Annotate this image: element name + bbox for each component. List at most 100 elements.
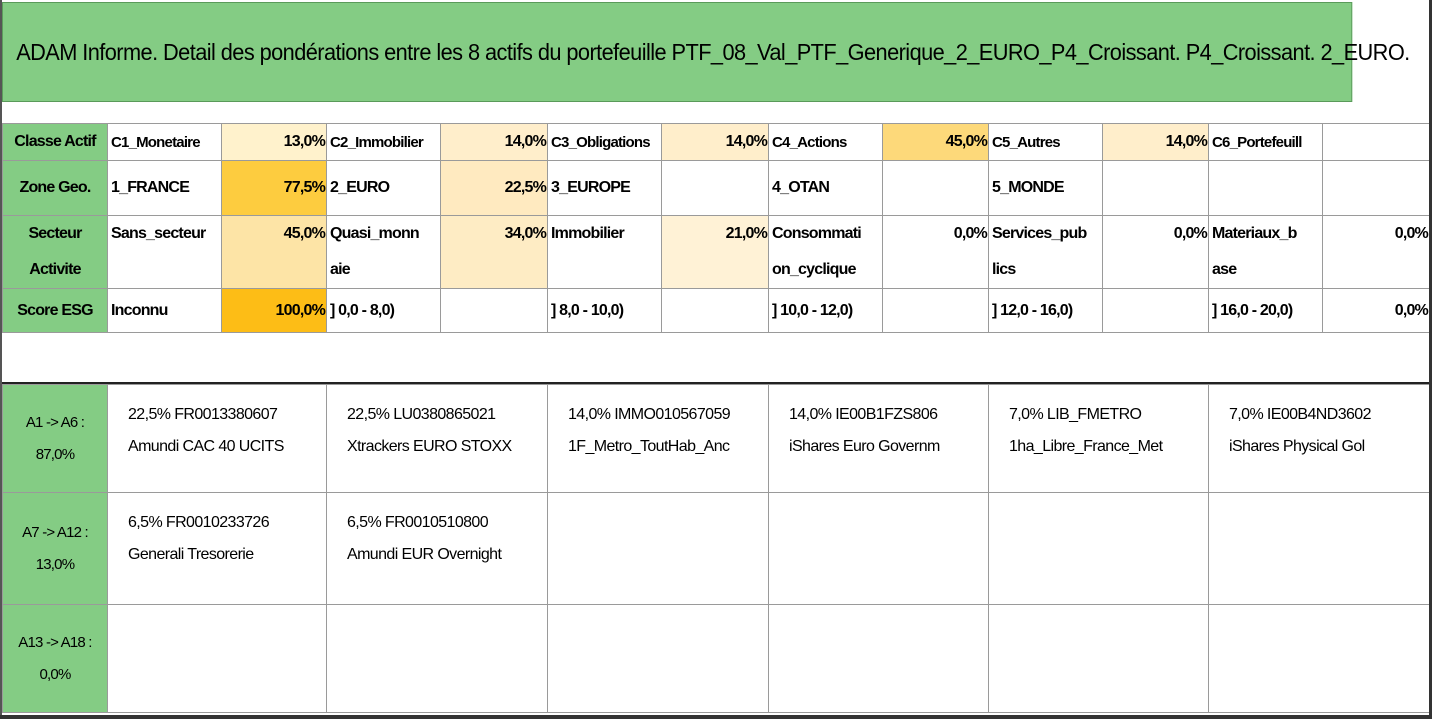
asset-group-total: 13,0% [35, 555, 75, 573]
asset-name: 1F_Metro_ToutHab_Anc [568, 438, 730, 455]
row-header[interactable]: Score ESG [2, 288, 108, 333]
weight-value[interactable] [1322, 123, 1430, 161]
category-label[interactable]: C6_Portefeuill [1208, 123, 1323, 161]
category-label[interactable]: 1_FRANCE [107, 160, 222, 216]
asset-cell[interactable]: 14,0% IE00B1FZS806 iShares Euro Governm [768, 384, 989, 493]
weights-table: Classe Actif C1_Monetaire 13,0% C2_Immobili… [2, 123, 1430, 333]
category-label[interactable]: ] 8,0 - 10,0) [547, 288, 662, 333]
category-label-line: Quasi_monn [330, 225, 420, 242]
asset-cell[interactable] [768, 492, 989, 605]
asset-weight-isin: 14,0% IMMO010567059 [568, 406, 731, 423]
asset-info [1210, 606, 1429, 620]
asset-group-header[interactable]: A1 -> A6 : 87,0% [2, 384, 108, 493]
weight-value[interactable] [1102, 160, 1209, 216]
row-header[interactable]: Classe Actif [2, 123, 108, 161]
asset-info: 7,0% LIB_FMETRO 1ha_Libre_France_Met [990, 386, 1208, 464]
category-label[interactable]: 3_EUROPE [547, 160, 662, 216]
asset-cell[interactable] [988, 492, 1209, 605]
category-label[interactable]: Consommati on_cyclique [768, 215, 883, 289]
weight-value[interactable]: 45,0% [882, 123, 989, 161]
weight-value[interactable] [661, 288, 769, 333]
category-label[interactable]: 2_EURO [326, 160, 441, 216]
category-label-line: on_cyclique [772, 261, 856, 278]
asset-cell[interactable] [547, 492, 769, 605]
asset-cell[interactable] [1208, 492, 1430, 605]
weight-value[interactable]: 13,0% [221, 123, 327, 161]
category-label[interactable]: C2_Immobilier [326, 123, 441, 161]
asset-info [990, 606, 1208, 620]
weight-value[interactable] [882, 160, 989, 216]
category-label[interactable]: 4_OTAN [768, 160, 883, 216]
category-label[interactable]: Sans_secteur [107, 215, 222, 289]
asset-cell[interactable] [547, 604, 769, 713]
category-label[interactable]: 5_MONDE [988, 160, 1103, 216]
asset-cell[interactable]: 22,5% FR0013380607 Amundi CAC 40 UCITS [107, 384, 327, 493]
category-label[interactable]: ] 16,0 - 20,0) [1208, 288, 1323, 333]
weight-value[interactable]: 0,0% [1322, 288, 1430, 333]
category-label[interactable]: Quasi_monn aie [326, 215, 441, 289]
asset-name: Amundi CAC 40 UCITS [128, 438, 284, 455]
row-header[interactable]: Secteur Activite [2, 215, 108, 289]
asset-cell[interactable]: 7,0% LIB_FMETRO 1ha_Libre_France_Met [988, 384, 1209, 493]
category-label[interactable]: Immobilier [547, 215, 662, 289]
asset-name: 1ha_Libre_France_Met [1009, 438, 1163, 455]
weight-value[interactable] [661, 160, 769, 216]
weight-value[interactable] [882, 288, 989, 333]
asset-group-range: A13 -> A18 : [18, 633, 92, 651]
weight-value[interactable]: 0,0% [1322, 215, 1430, 289]
asset-row: A1 -> A6 : 87,0% 22,5% FR0013380607 Amundi … [2, 384, 1430, 493]
asset-cell[interactable]: 6,5% FR0010233726 Generali Tresorerie [107, 492, 327, 605]
category-label[interactable]: C4_Actions [768, 123, 883, 161]
category-label[interactable]: ] 12,0 - 16,0) [988, 288, 1103, 333]
category-label[interactable]: Services_pub lics [988, 215, 1103, 289]
asset-info [770, 494, 988, 508]
row-header[interactable]: Zone Geo. [2, 160, 108, 216]
category-label[interactable]: Inconnu [107, 288, 222, 333]
category-label-line: Immobilier [551, 225, 625, 242]
asset-info [549, 494, 768, 508]
weight-value[interactable]: 0,0% [882, 215, 989, 289]
category-label[interactable]: ] 10,0 - 12,0) [768, 288, 883, 333]
asset-cell[interactable]: 22,5% LU0380865021 Xtrackers EURO STOXX [326, 384, 548, 493]
weight-value[interactable]: 14,0% [440, 123, 548, 161]
weight-value[interactable]: 22,5% [440, 160, 548, 216]
weight-value[interactable]: 45,0% [221, 215, 327, 289]
asset-group-header[interactable]: A7 -> A12 : 13,0% [2, 492, 108, 605]
asset-info: 6,5% FR0010510800 Amundi EUR Overnight [328, 494, 547, 572]
weight-value[interactable]: 14,0% [661, 123, 769, 161]
category-label-line: Materiaux_b [1212, 225, 1297, 242]
category-label[interactable]: ] 0,0 - 8,0) [326, 288, 441, 333]
asset-cell[interactable] [107, 604, 327, 713]
asset-cell[interactable] [768, 604, 989, 713]
asset-cell[interactable] [988, 604, 1209, 713]
category-label[interactable]: C3_Obligations [547, 123, 662, 161]
asset-cell[interactable]: 6,5% FR0010510800 Amundi EUR Overnight [326, 492, 548, 605]
category-label[interactable]: C5_Autres [988, 123, 1103, 161]
weight-value[interactable]: 14,0% [1102, 123, 1209, 161]
right-edge [1429, 0, 1432, 719]
asset-name: iShares Physical Gol [1229, 438, 1365, 455]
weight-value[interactable]: 77,5% [221, 160, 327, 216]
weight-value[interactable]: 34,0% [440, 215, 548, 289]
asset-group-header[interactable]: A13 -> A18 : 0,0% [2, 604, 108, 713]
weight-value[interactable]: 0,0% [1102, 215, 1209, 289]
asset-cell[interactable]: 7,0% IE00B4ND3602 iShares Physical Gol [1208, 384, 1430, 493]
weight-value[interactable] [1322, 160, 1430, 216]
weight-value[interactable] [440, 288, 548, 333]
weight-value[interactable]: 100,0% [221, 288, 327, 333]
weight-value[interactable] [1102, 288, 1209, 333]
row-header-line: Secteur [28, 225, 82, 242]
asset-name: iShares Euro Governm [789, 438, 940, 455]
weight-value[interactable]: 21,0% [661, 215, 769, 289]
asset-weight-isin: 6,5% FR0010510800 [347, 514, 489, 531]
asset-cell[interactable]: 14,0% IMMO010567059 1F_Metro_ToutHab_Anc [547, 384, 769, 493]
category-label[interactable]: C1_Monetaire [107, 123, 222, 161]
asset-info: 6,5% FR0010233726 Generali Tresorerie [109, 494, 326, 572]
asset-info: 14,0% IE00B1FZS806 iShares Euro Governm [770, 386, 988, 464]
asset-cell[interactable] [1208, 604, 1430, 713]
category-label[interactable]: Materiaux_b ase [1208, 215, 1323, 289]
category-label[interactable] [1208, 160, 1323, 216]
report-title[interactable]: ADAM Informe. Detail des pondérations en… [2, 2, 1410, 102]
asset-cell[interactable] [326, 604, 548, 713]
